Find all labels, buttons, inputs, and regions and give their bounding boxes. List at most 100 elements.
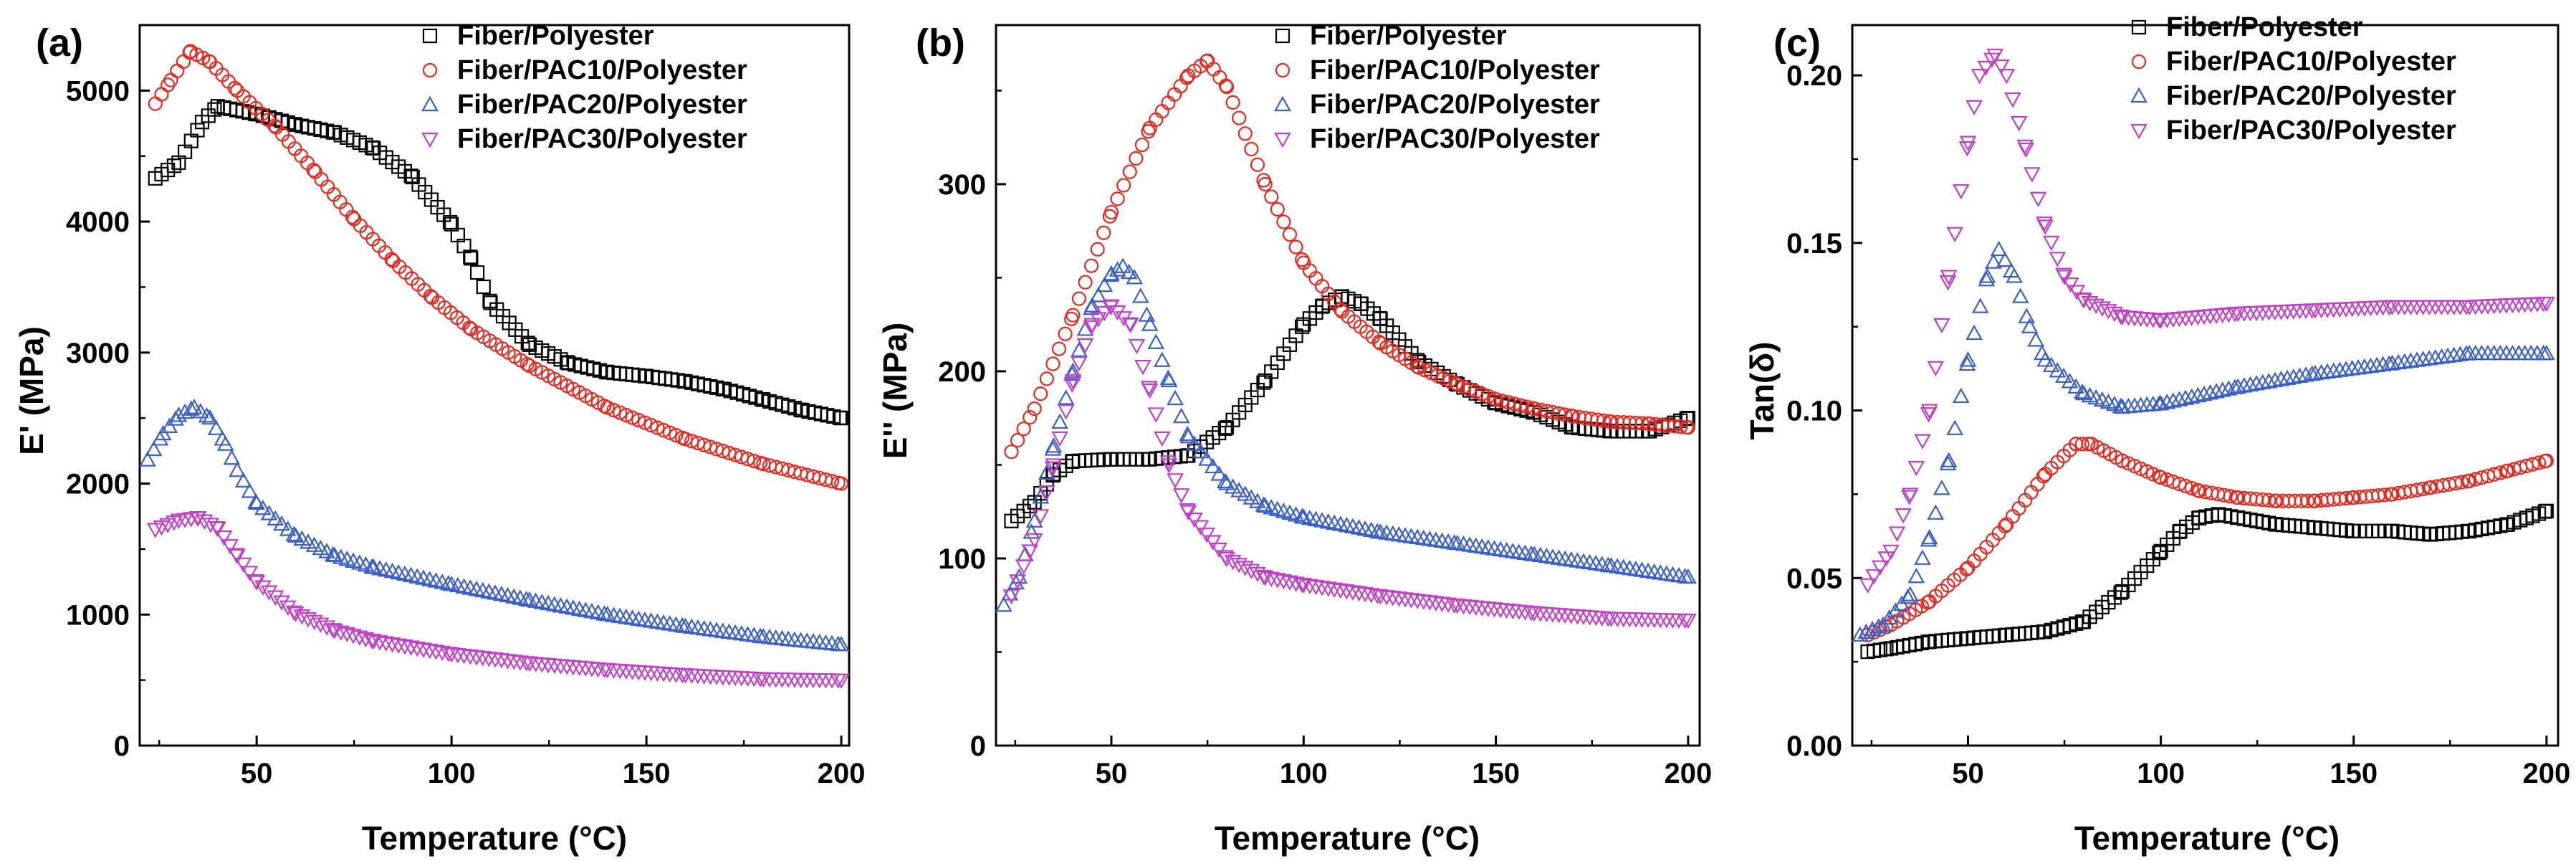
data-point	[1977, 60, 1995, 77]
data-point	[1959, 135, 1977, 151]
data-point	[2374, 356, 2392, 371]
data-point	[2068, 285, 2086, 300]
x-tick-label: 50	[1952, 758, 1984, 789]
data-point	[613, 405, 628, 420]
data-point	[1023, 523, 1040, 539]
legend-marker	[2130, 87, 2148, 103]
data-point	[1634, 416, 1649, 431]
data-point	[747, 453, 762, 469]
data-point	[1134, 137, 1150, 153]
data-point	[2402, 352, 2420, 368]
x-tick-label: 100	[1280, 758, 1328, 789]
data-point	[1103, 265, 1120, 281]
data-point	[1242, 563, 1260, 579]
data-point	[377, 636, 395, 652]
data-point	[229, 462, 246, 477]
data-point	[1198, 450, 1215, 466]
data-point	[1276, 214, 1291, 229]
panel-b: (b) E'' (MPa) Temperature (°C) 50 100 150 2…	[876, 21, 1712, 857]
data-point	[2383, 354, 2401, 371]
legend-label: Fiber/PAC30/Polyester	[2166, 115, 2456, 146]
data-point	[2531, 455, 2547, 470]
data-point	[2011, 287, 2029, 303]
data-point	[1218, 551, 1235, 568]
series-triangle-up	[995, 257, 1697, 612]
series-square	[1860, 503, 2554, 660]
data-point	[1939, 275, 1957, 291]
data-point	[2027, 331, 2045, 347]
series-circle	[1860, 437, 2554, 642]
data-point	[2337, 361, 2355, 376]
data-point	[1192, 520, 1210, 536]
data-point	[2426, 348, 2444, 365]
data-point	[1959, 562, 1974, 577]
legend-marker	[422, 62, 438, 78]
legend-label: Fiber/PAC20/Polyester	[1310, 90, 1600, 120]
data-point	[1237, 126, 1253, 141]
data-point	[2061, 373, 2079, 389]
data-point	[1167, 389, 1184, 406]
data-point	[442, 215, 458, 230]
data-point	[2241, 376, 2259, 391]
data-point	[166, 158, 181, 173]
data-point	[241, 566, 259, 581]
data-point	[833, 673, 850, 689]
legend: Fiber/Polyester Fiber/PAC10/Polyester Fibe…	[421, 21, 747, 154]
data-point	[2172, 476, 2187, 492]
data-point	[408, 641, 426, 657]
data-point	[267, 510, 284, 525]
data-point	[305, 614, 323, 631]
data-point	[1121, 318, 1139, 333]
legend-label: Fiber/PAC10/Polyester	[457, 55, 747, 85]
data-point	[248, 575, 266, 591]
data-point	[2300, 493, 2315, 508]
data-point	[1558, 407, 1573, 422]
data-point	[1256, 570, 1274, 586]
data-point	[1249, 493, 1266, 508]
data-point	[1096, 276, 1114, 292]
data-point	[1268, 573, 1286, 589]
data-point	[2165, 474, 2180, 490]
data-point	[1952, 184, 1970, 200]
data-point	[1281, 575, 1298, 591]
legend-marker	[1275, 62, 1291, 78]
data-point	[2036, 217, 2053, 232]
data-point	[2539, 503, 2554, 518]
data-point	[1038, 464, 1055, 480]
data-point	[1141, 383, 1159, 399]
data-point	[2067, 378, 2085, 394]
data-point	[2164, 392, 2182, 408]
data-point	[2075, 293, 2092, 309]
data-point	[1270, 201, 1285, 217]
plot-frame	[1851, 24, 2560, 747]
data-point	[1103, 204, 1119, 220]
y-tick-label: 200	[938, 356, 986, 388]
data-point	[434, 645, 451, 662]
data-point	[1016, 422, 1031, 437]
legend-marker	[421, 132, 439, 148]
plot-frame	[138, 24, 851, 747]
data-point	[1680, 411, 1696, 426]
data-point	[2414, 351, 2432, 366]
data-point	[182, 400, 200, 416]
legend-label: Fiber/PAC10/Polyester	[2166, 47, 2456, 77]
data-point	[2049, 252, 2067, 267]
data-point	[2042, 356, 2060, 373]
data-point	[1680, 614, 1697, 629]
data-point	[2029, 191, 2047, 208]
data-point	[1089, 312, 1107, 328]
data-point	[1010, 568, 1028, 584]
data-point	[1871, 560, 1889, 576]
data-point	[402, 640, 420, 656]
data-point	[1027, 401, 1042, 417]
data-point	[1978, 267, 1996, 283]
data-point	[1295, 578, 1313, 594]
data-point	[643, 418, 659, 433]
data-point	[2408, 351, 2426, 367]
x-tick-label: 50	[1096, 758, 1128, 789]
data-point	[2220, 380, 2238, 396]
y-tick-label: 0	[970, 731, 986, 762]
data-point	[1958, 141, 1976, 157]
data-point	[241, 482, 259, 498]
